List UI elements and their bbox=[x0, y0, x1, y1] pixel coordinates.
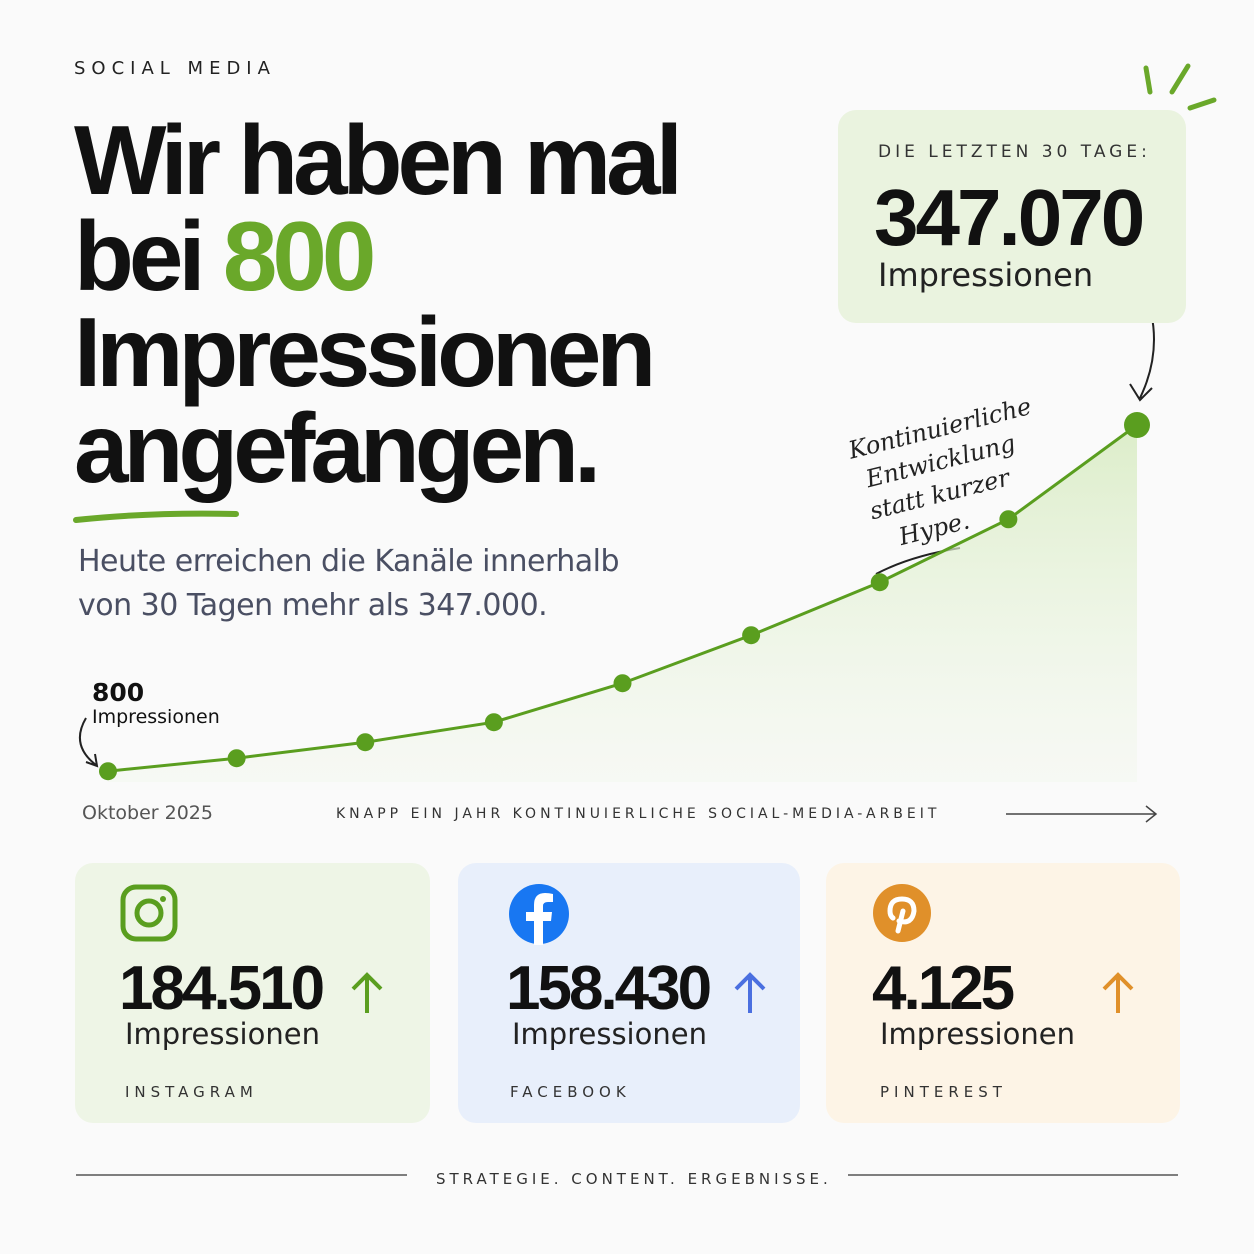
point bbox=[999, 510, 1018, 529]
subtitle-line: von 30 Tagen mehr als 347.000. bbox=[78, 588, 548, 623]
subtitle-line: Heute erreichen die Kanäle innerhalb bbox=[78, 544, 620, 579]
card-unit: Impressionen bbox=[125, 1017, 320, 1051]
title-part: bei bbox=[74, 201, 223, 311]
highlight-unit: Impressionen bbox=[878, 256, 1094, 294]
card-name: INSTAGRAM bbox=[125, 1083, 258, 1101]
card-value: 184.510 bbox=[119, 954, 325, 1023]
facebook-icon bbox=[509, 884, 569, 945]
card-unit: Impressionen bbox=[880, 1017, 1075, 1051]
title-line: Impressionen bbox=[74, 297, 656, 407]
point bbox=[227, 749, 246, 768]
subtitle: Heute erreichen die Kanäle innerhalb von… bbox=[78, 540, 620, 628]
card-name: PINTEREST bbox=[880, 1083, 1007, 1101]
card: 158.430 Impressionen FACEBOOK bbox=[458, 863, 800, 1123]
arrow bbox=[1006, 805, 1158, 823]
point bbox=[742, 626, 761, 645]
footer: STRATEGIE. CONTENT. ERGEBNISSE. bbox=[436, 1170, 832, 1188]
point bbox=[870, 573, 889, 592]
x-tick-label: Oktober 2025 bbox=[82, 802, 213, 824]
title-line: angefangen. bbox=[74, 393, 601, 503]
up-arrow bbox=[1102, 972, 1134, 1013]
highlight-box: DIE LETZTEN 30 TAGE: 347.070 Impressione… bbox=[838, 110, 1186, 323]
point bbox=[356, 733, 375, 752]
arrow bbox=[78, 717, 99, 768]
x-caption: KNAPP EIN JAHR KONTINUIERLICHE SOCIAL-ME… bbox=[336, 806, 941, 822]
title: Wir haben mal bei 800 Impressionen angef… bbox=[74, 105, 683, 503]
title-line: bei 800 bbox=[74, 207, 678, 305]
point bbox=[484, 713, 503, 732]
card-value: 158.430 bbox=[506, 954, 712, 1023]
up-arrow bbox=[351, 972, 383, 1013]
start-unit: Impressionen bbox=[92, 706, 220, 728]
card-value: 4.125 bbox=[872, 954, 1015, 1023]
start-label: 800 bbox=[92, 678, 145, 707]
title-highlight: 800 bbox=[222, 201, 376, 311]
card: 184.510 Impressionen INSTAGRAM bbox=[75, 863, 430, 1123]
decor bbox=[1143, 63, 1217, 111]
instagram-icon bbox=[120, 884, 178, 942]
area bbox=[108, 425, 1137, 782]
card-unit: Impressionen bbox=[512, 1017, 707, 1051]
point bbox=[613, 674, 632, 693]
up-arrow bbox=[734, 972, 766, 1013]
card-name: FACEBOOK bbox=[510, 1083, 631, 1101]
card: 4.125 Impressionen PINTEREST bbox=[826, 863, 1180, 1123]
kicker: SOCIAL MEDIA bbox=[74, 58, 276, 79]
pinterest-icon bbox=[873, 884, 931, 942]
highlight-label: DIE LETZTEN 30 TAGE: bbox=[878, 142, 1151, 162]
point bbox=[99, 762, 117, 781]
point bbox=[1124, 412, 1150, 438]
underline bbox=[73, 510, 239, 523]
highlight-value: 347.070 bbox=[874, 173, 1145, 262]
title-line: Wir haben mal bbox=[74, 105, 683, 215]
